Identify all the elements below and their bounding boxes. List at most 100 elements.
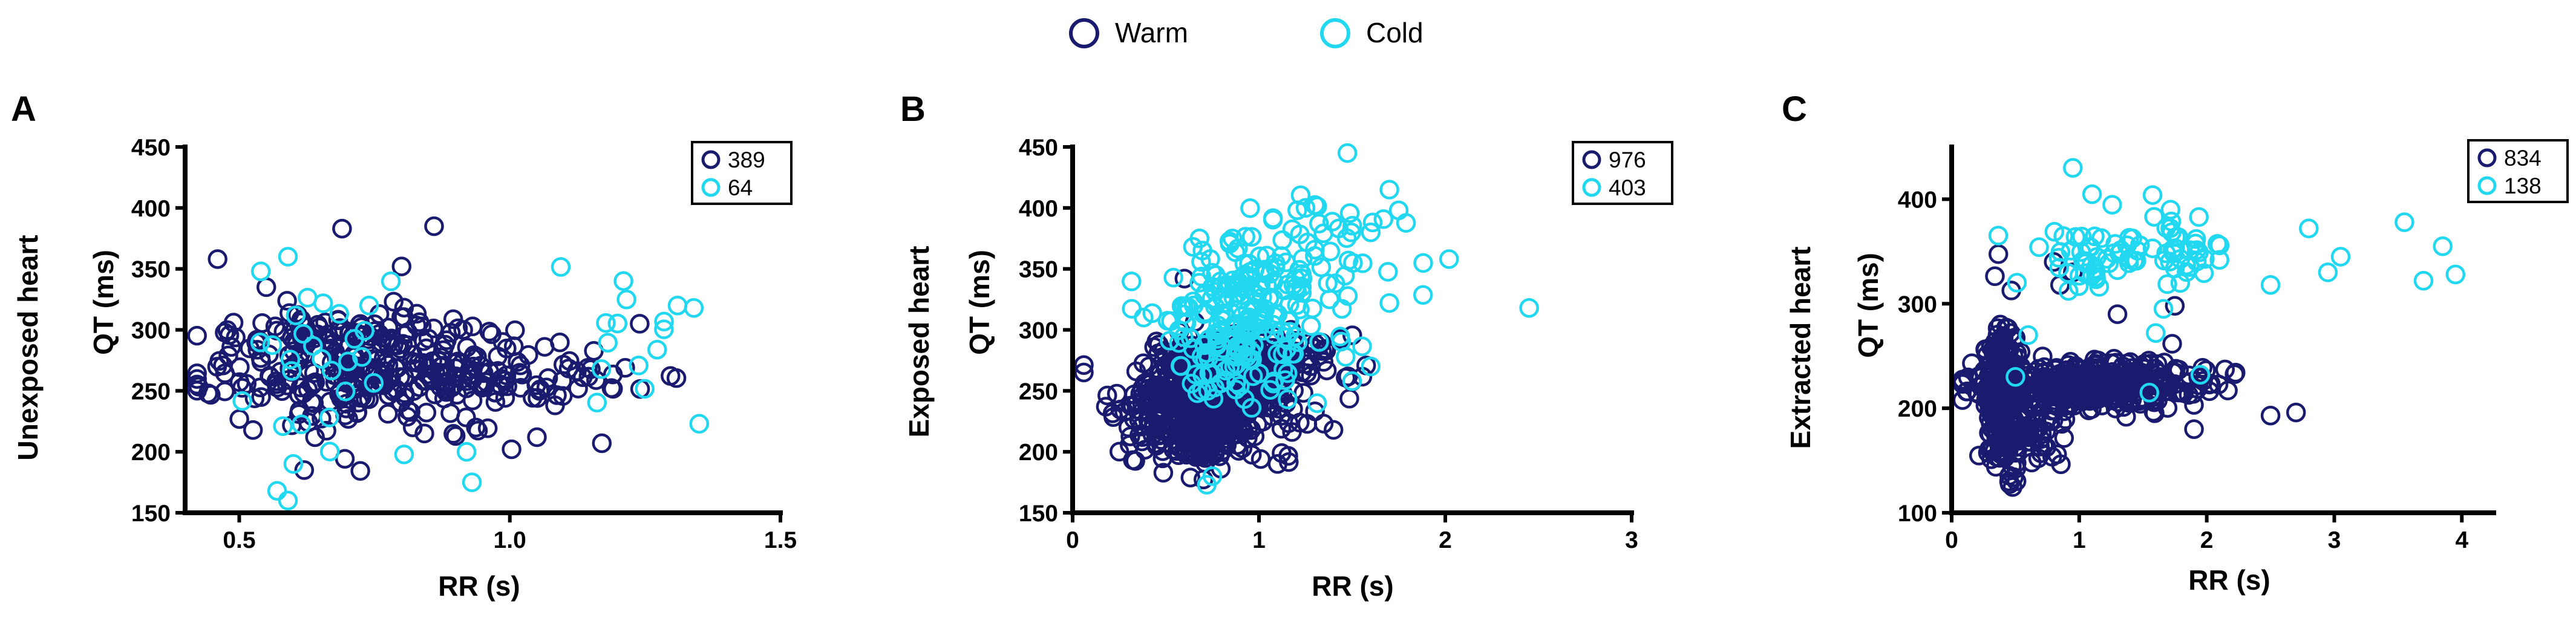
scatter-point-warm [328,366,348,387]
scatter-point-cold [1243,366,1263,386]
scatter-point-warm [397,322,418,342]
scatter-point-warm [187,363,207,383]
scatter-point-cold [364,372,384,393]
scatter-point-warm [1301,365,1321,386]
scatter-point-cold [319,441,340,461]
panel-c-count-legend: 834 138 [2467,139,2569,203]
scatter-point-cold [1307,393,1327,413]
panel-a-xlabel: RR (s) [438,570,520,602]
legend-cold-label: Cold [1366,17,1424,48]
y-tick-label: 450 [1019,135,1058,161]
scatter-point-warm [2162,334,2182,354]
scatter-point-cold [313,293,333,313]
scatter-point-warm [1149,425,1169,446]
panel-b-legend-cold-marker [1582,178,1601,197]
scatter-point-cold [587,392,607,413]
scatter-point-warm [1271,418,1292,439]
scatter-point-cold [635,379,655,399]
scatter-point-cold [1266,253,1286,273]
scatter-point-cold [1174,327,1194,347]
scatter-point-cold [596,313,616,333]
scatter-point-cold [344,329,364,349]
scatter-point-warm [1186,429,1206,449]
panel-a-count-warm: 389 [728,148,765,172]
scatter-point-cold [1202,466,1223,486]
scatter-point-warm [2027,412,2047,432]
scatter-point-cold [1322,212,1342,232]
panel-letter-c: C [1782,89,1807,129]
scatter-point-cold [232,391,252,411]
scatter-point-warm [1244,395,1265,416]
scatter-point-cold [1255,263,1275,284]
x-tick-label: 2 [1439,527,1452,553]
scatter-point-cold [1362,212,1383,233]
scatter-point-warm [2012,392,2032,412]
scatter-point-cold [1290,299,1310,320]
scatter-point-warm [2071,383,2091,403]
scatter-point-warm [1103,407,1123,427]
scatter-point-warm [495,388,515,408]
scatter-point-warm [424,216,444,236]
scatter-point-cold [262,335,283,356]
scatter-point-cold [1339,203,1360,223]
scatter-point-cold [2089,277,2110,297]
scatter-point-warm [2218,380,2238,401]
scatter-point-warm [1146,435,1166,456]
scatter-point-warm [2022,452,2042,473]
scatter-point-cold [1122,272,1142,291]
panel-b-count-cold: 403 [1609,175,1646,200]
scatter-point-warm [250,377,270,397]
scatter-point-cold [1273,359,1293,380]
scatter-point-cold [1285,327,1306,346]
scatter-point-cold [1203,389,1224,409]
scatter-point-warm [2100,377,2120,398]
scatter-point-warm [1157,393,1177,414]
scatter-point-warm [1244,426,1265,446]
scatter-point-cold [2044,222,2065,242]
scatter-point-cold [1361,356,1381,377]
panel-c: C Extracted heart QT (ms) RR (s) 100 200 3… [1782,89,2569,596]
scatter-point-cold [1251,310,1272,330]
panel-b-ylabel: QT (ms) [964,250,995,355]
scatter-point-warm [2063,383,2084,403]
scatter-point-warm [1999,471,2019,492]
scatter-point-cold [1189,229,1210,249]
scatter-point-warm [2011,428,2031,447]
scatter-point-warm [471,356,491,376]
scatter-point-warm [1153,463,1174,483]
scatter-point-warm [187,325,207,346]
scatter-point-warm [348,392,368,413]
scatter-point-warm [277,291,297,311]
scatter-point-cold [1988,226,2009,246]
scatter-point-cold [1413,285,1433,305]
scatter-point-warm [1313,352,1334,372]
scatter-point-warm [2113,362,2133,383]
scatter-point-cold [1413,253,1433,273]
scatter-point-cold [2433,236,2453,256]
scatter-point-cold [1235,227,1255,247]
scatter-point-cold [1309,213,1329,234]
scatter-point-cold [1303,298,1322,319]
scatter-point-cold [1234,389,1255,409]
scatter-point-warm [2154,353,2174,372]
scatter-point-cold [1183,339,1203,359]
scatter-point-warm [252,313,272,333]
scatter-point-cold [2058,263,2078,283]
scatter-point-cold [1278,389,1298,409]
scatter-point-cold [250,261,271,281]
scatter-point-cold [1229,272,1249,292]
scatter-point-warm [378,404,398,424]
scatter-point-warm [244,388,265,409]
panel-a-count-cold: 64 [728,175,753,200]
scatter-point-warm [462,316,483,337]
scatter-point-cold [1396,213,1416,233]
x-tick-label: 1 [2073,527,2086,553]
scatter-point-cold [1192,241,1212,261]
scatter-point-warm [2054,428,2074,448]
scatter-point-warm [1338,366,1358,386]
scatter-point-warm [1205,432,1224,453]
panel-a: A Unexposed heart QT (ms) RR (s) 150 200 2… [11,89,797,602]
panel-a-points [187,216,710,511]
scatter-point-warm [1233,422,1253,443]
